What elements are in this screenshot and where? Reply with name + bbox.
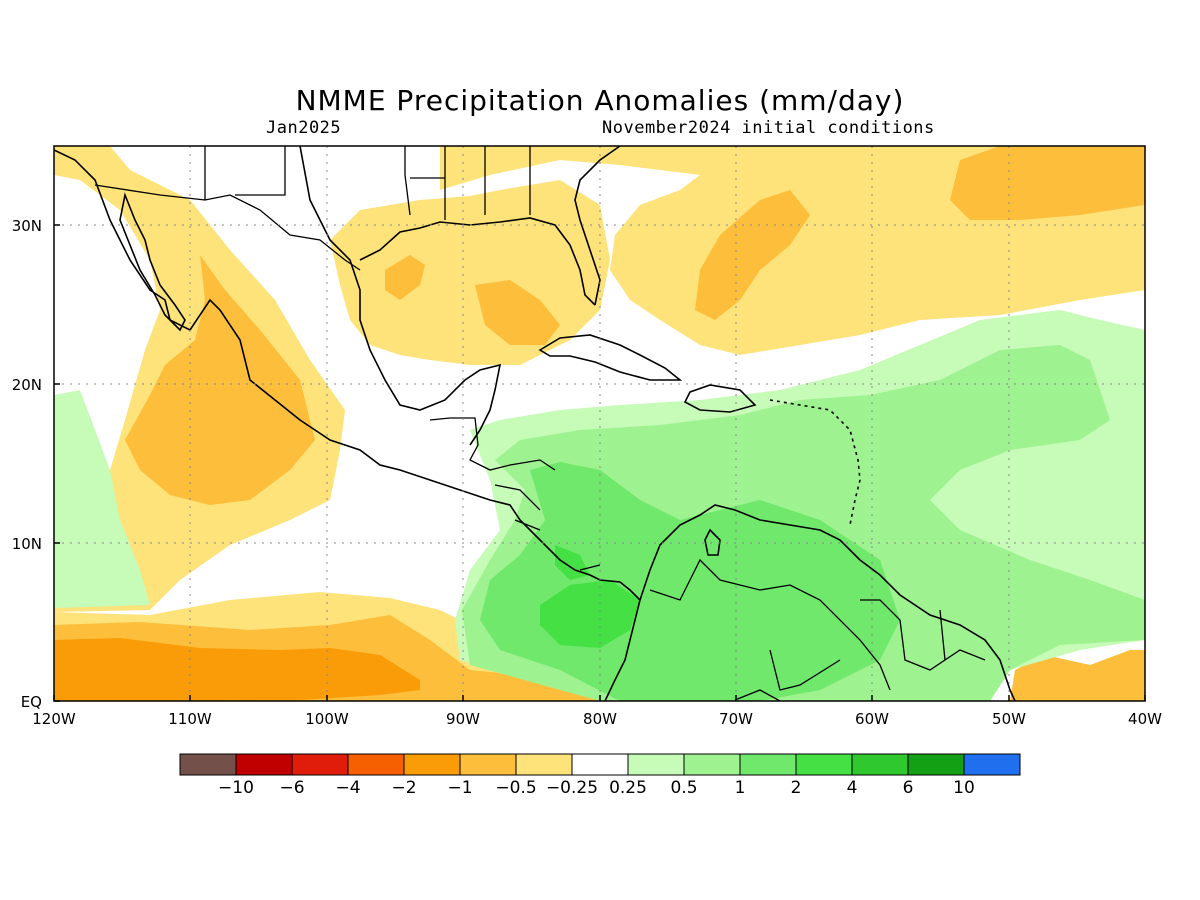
colorbar-swatch bbox=[627, 753, 685, 776]
x-tick-label: 70W bbox=[719, 710, 753, 728]
colorbar-swatch bbox=[515, 753, 573, 776]
dry-core-atlantic-west bbox=[695, 190, 810, 320]
colorbar-swatch bbox=[795, 753, 853, 776]
colorbar-label: 10 bbox=[953, 778, 975, 798]
colorbar-label: −10 bbox=[218, 778, 254, 798]
dry-core-gulf bbox=[475, 280, 560, 345]
wet-region-west-pacific bbox=[54, 390, 150, 608]
coast-mexico-pacific bbox=[54, 149, 641, 701]
colorbar-swatch bbox=[907, 753, 965, 776]
colorbar-swatch bbox=[179, 753, 237, 776]
colorbar-label: −0.5 bbox=[495, 778, 536, 798]
colorbar: −10 −6 −4 −2 −1 −0.5 −0.25 0.25 0.5 1 2 4 6 10 bbox=[179, 753, 1021, 798]
dry-region-southeast bbox=[1010, 650, 1145, 701]
coast-florida-east bbox=[574, 146, 621, 306]
coast-lake-maracaibo bbox=[704, 528, 721, 556]
x-tick-label: 40W bbox=[1128, 710, 1162, 728]
x-tick-label: 120W bbox=[32, 710, 76, 728]
dry-core-atlantic-east bbox=[950, 146, 1145, 220]
coast-us-gulf bbox=[359, 217, 596, 306]
x-tick-label: 90W bbox=[446, 710, 480, 728]
y-axis-labels: EQ 10N 20N 30N bbox=[12, 217, 42, 711]
colorbar-label: 6 bbox=[903, 778, 914, 798]
colorbar-label: 0.5 bbox=[670, 778, 697, 798]
colorbar-label: −2 bbox=[391, 778, 416, 798]
x-tick-label: 100W bbox=[305, 710, 349, 728]
coast-gulf bbox=[299, 146, 502, 446]
colorbar-swatch bbox=[459, 753, 517, 776]
coast-cuba bbox=[538, 334, 683, 381]
coast-hispaniola bbox=[683, 384, 757, 413]
x-tick-label: 50W bbox=[992, 710, 1026, 728]
borders bbox=[94, 146, 986, 701]
colorbar-swatch bbox=[963, 753, 1021, 776]
dry-anomaly-regions bbox=[54, 146, 1145, 701]
x-tick-label: 80W bbox=[583, 710, 617, 728]
map-area bbox=[54, 146, 1145, 701]
coastlines bbox=[54, 146, 1016, 701]
colorbar-swatch bbox=[347, 753, 405, 776]
x-tick-label: 60W bbox=[855, 710, 889, 728]
colorbar-label: −1 bbox=[447, 778, 472, 798]
border-central-america bbox=[429, 417, 601, 571]
dry-core-mexico bbox=[125, 255, 315, 505]
dry-band-south-pacific-strong bbox=[54, 638, 420, 701]
colorbar-swatch bbox=[739, 753, 797, 776]
axis-ticks bbox=[53, 224, 1146, 702]
y-tick-label: 20N bbox=[12, 376, 42, 394]
colorbar-swatch bbox=[683, 753, 741, 776]
wet-anomaly-regions bbox=[54, 310, 1145, 701]
y-tick-label: EQ bbox=[21, 693, 42, 711]
border-us-states bbox=[204, 146, 531, 220]
lesser-antilles bbox=[769, 399, 861, 526]
x-axis-labels: 120W 110W 100W 90W 80W 70W 60W 50W 40W bbox=[32, 710, 1162, 728]
map-title: NMME Precipitation Anomalies (mm/day) bbox=[295, 84, 905, 117]
coast-baja bbox=[119, 192, 186, 332]
y-tick-label: 30N bbox=[12, 217, 42, 235]
wet-region-strong bbox=[540, 580, 640, 648]
colorbar-label: 0.25 bbox=[609, 778, 647, 798]
coast-south-america-north bbox=[639, 504, 1016, 701]
colorbar-label: −6 bbox=[279, 778, 304, 798]
colorbar-swatch bbox=[571, 753, 629, 776]
colorbar-label: −0.25 bbox=[546, 778, 598, 798]
colorbar-swatch bbox=[851, 753, 909, 776]
border-us-mexico bbox=[94, 184, 361, 271]
dry-core-gulf-west bbox=[385, 255, 425, 300]
colorbar-swatch bbox=[235, 753, 293, 776]
colorbar-label: 2 bbox=[791, 778, 802, 798]
colorbar-label: 4 bbox=[847, 778, 858, 798]
grid bbox=[54, 146, 1145, 701]
colorbar-swatch bbox=[291, 753, 349, 776]
x-tick-label: 110W bbox=[168, 710, 212, 728]
border-south-america bbox=[649, 558, 986, 701]
forecast-month: Jan2025 bbox=[266, 118, 342, 138]
initial-conditions-label: November2024 initial conditions bbox=[602, 118, 935, 138]
colorbar-swatch bbox=[403, 753, 461, 776]
colorbar-label: 1 bbox=[735, 778, 746, 798]
colorbar-label: −4 bbox=[335, 778, 360, 798]
y-tick-label: 10N bbox=[12, 535, 42, 553]
